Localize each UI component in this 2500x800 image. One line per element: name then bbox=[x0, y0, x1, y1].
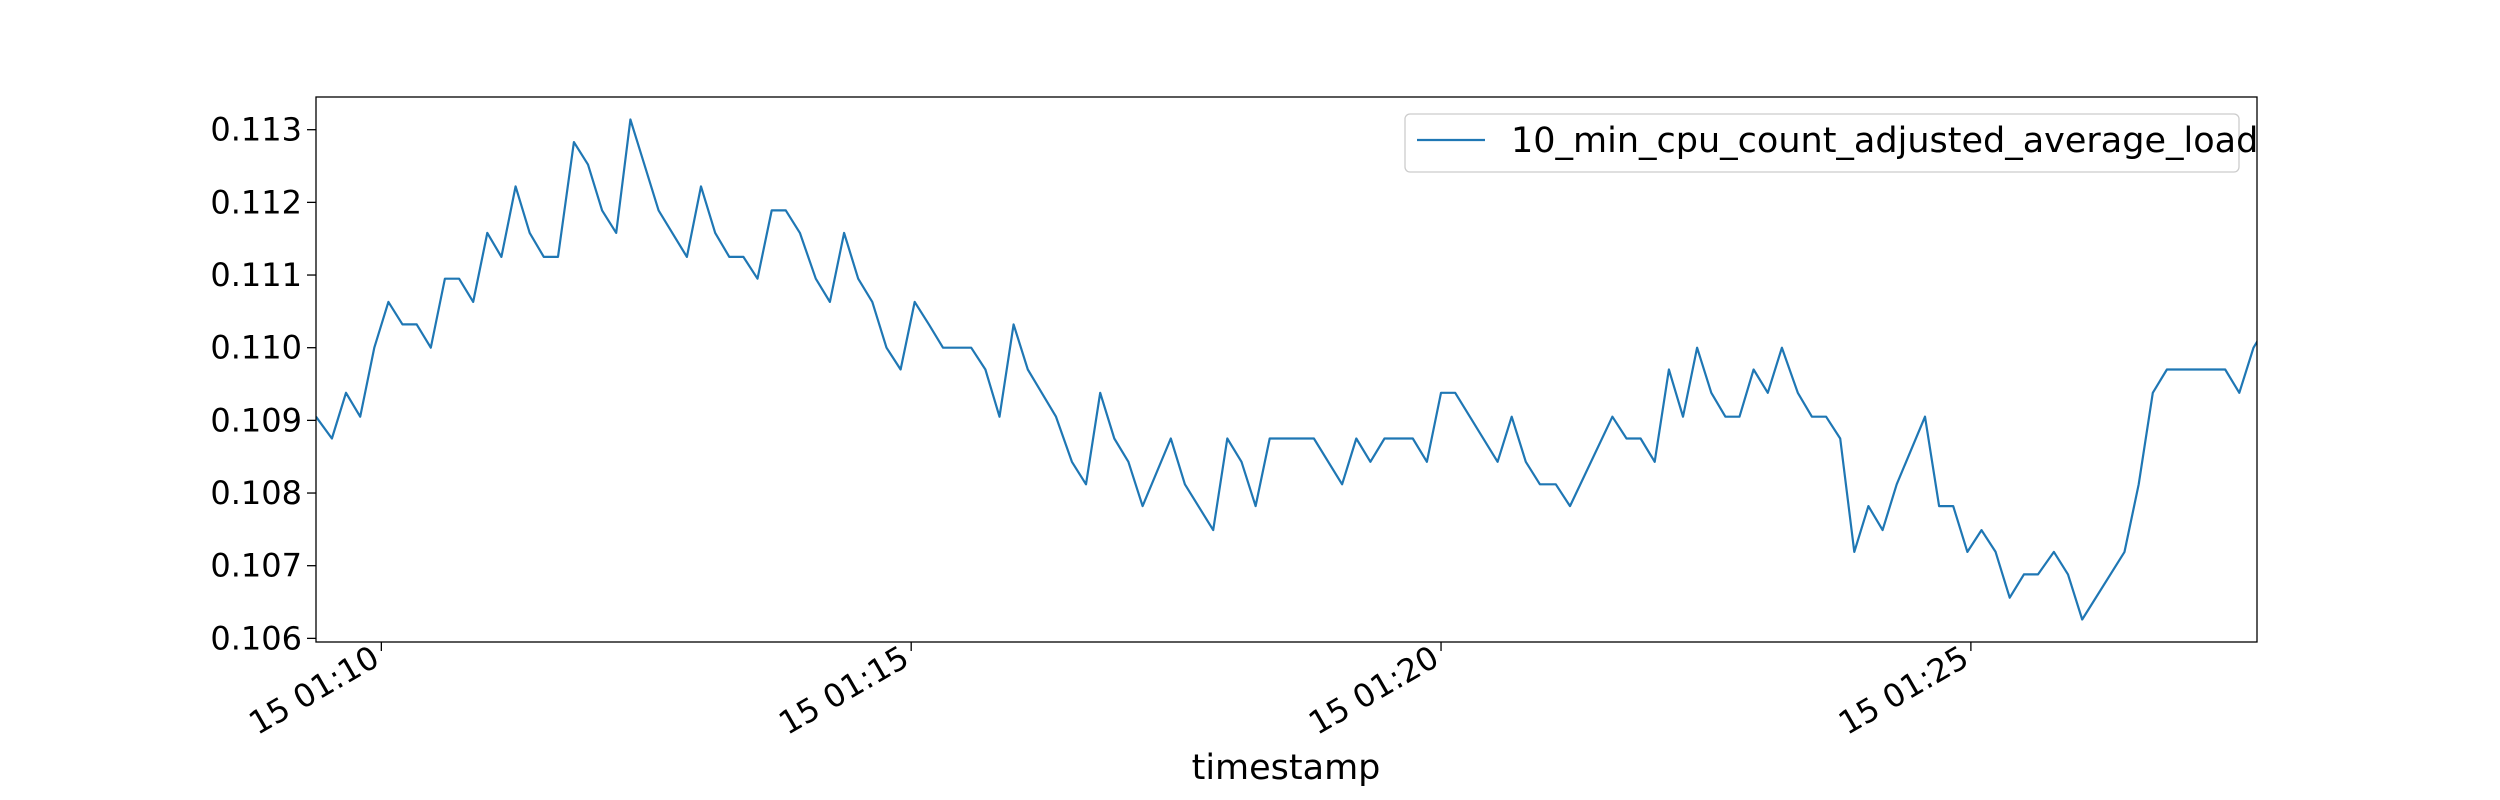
y-tick-label: 0.109 bbox=[210, 401, 302, 439]
legend: 10_min_cpu_count_adjusted_average_load bbox=[1404, 113, 2258, 173]
y-tick-label: 0.111 bbox=[210, 256, 302, 294]
y-tick-label: 0.107 bbox=[210, 547, 302, 585]
legend-frame bbox=[1404, 113, 2240, 173]
plot-frame bbox=[315, 96, 2258, 643]
series-line bbox=[316, 118, 2257, 621]
y-tick-label: 0.113 bbox=[210, 111, 302, 149]
x-axis-label: timestamp bbox=[1192, 748, 1381, 788]
series-layer bbox=[316, 118, 2257, 621]
y-tick-label: 0.106 bbox=[210, 619, 302, 657]
y-tick-label: 0.108 bbox=[210, 474, 302, 512]
legend-label-10-min-cpu-load: 10_min_cpu_count_adjusted_average_load bbox=[1511, 121, 2258, 161]
y-tick-label: 0.112 bbox=[210, 183, 302, 221]
y-tick-label: 0.110 bbox=[210, 329, 302, 367]
